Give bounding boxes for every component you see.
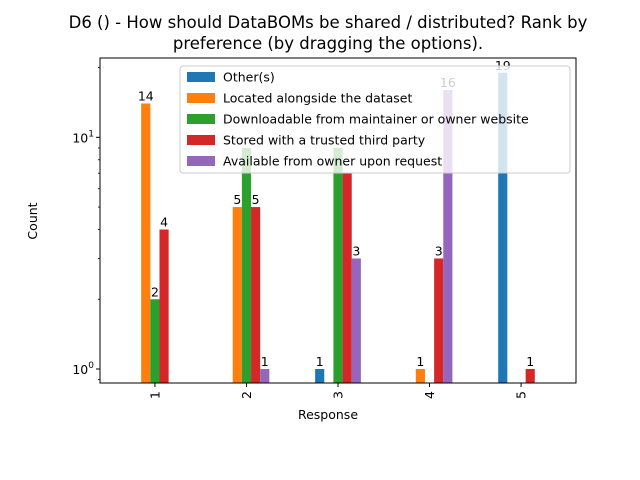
- x-tick-label: 1: [147, 391, 162, 399]
- bar: [141, 103, 151, 383]
- bar: [251, 207, 261, 383]
- y-tick-label: 101: [72, 129, 94, 145]
- x-tick-label: 3: [331, 391, 346, 399]
- x-tick-label: 5: [514, 391, 529, 399]
- bar: [415, 368, 425, 383]
- legend: Other(s) Located alongside the dataset Dow…: [179, 65, 571, 174]
- bars-layer: [141, 72, 535, 383]
- legend-box: [179, 65, 571, 174]
- data-label: 14: [138, 88, 154, 103]
- data-label: 2: [151, 284, 159, 299]
- bar: [351, 258, 361, 383]
- x-tick-label: 2: [239, 391, 254, 399]
- legend-label: Stored with a trusted third party: [223, 133, 426, 148]
- chart-title-line1: D6 () - How should DataBOMs be shared / …: [69, 13, 588, 32]
- bar: [260, 368, 270, 383]
- bar: [150, 299, 160, 383]
- legend-swatch: [187, 135, 215, 145]
- y-axis-label: Count: [25, 202, 40, 239]
- bar: [159, 229, 169, 383]
- data-label: 3: [352, 243, 360, 258]
- legend-label: Other(s): [223, 70, 275, 85]
- data-label: 5: [252, 192, 260, 207]
- x-axis-label: Response: [298, 407, 358, 422]
- bar: [443, 90, 453, 383]
- x-tick-label: 4: [422, 391, 437, 399]
- legend-swatch: [187, 72, 215, 82]
- y-tick-label: 100: [72, 361, 94, 377]
- legend-swatch: [187, 156, 215, 166]
- data-label: 1: [261, 354, 269, 369]
- data-label: 5: [233, 192, 241, 207]
- bar: [525, 368, 535, 383]
- bar: [498, 72, 508, 383]
- data-label: 3: [435, 243, 443, 258]
- legend-label: Located alongside the dataset: [223, 91, 412, 106]
- bar: [342, 173, 352, 383]
- data-label: 1: [316, 354, 324, 369]
- bar: [232, 207, 242, 383]
- data-label: 1: [526, 354, 534, 369]
- chart-title-line2: preference (by dragging the options).: [173, 34, 483, 53]
- legend-label: Available from owner upon request: [223, 154, 442, 169]
- bar: [333, 147, 343, 383]
- bar: [434, 258, 444, 383]
- legend-label: Downloadable from maintainer or owner we…: [223, 112, 529, 127]
- data-label: 1: [416, 354, 424, 369]
- legend-swatch: [187, 114, 215, 124]
- ticks-layer: 1 2 3 4 5 100 101: [72, 67, 529, 399]
- bar: [315, 368, 325, 383]
- legend-swatch: [187, 93, 215, 103]
- bar: [241, 147, 252, 383]
- data-label: 4: [160, 215, 168, 230]
